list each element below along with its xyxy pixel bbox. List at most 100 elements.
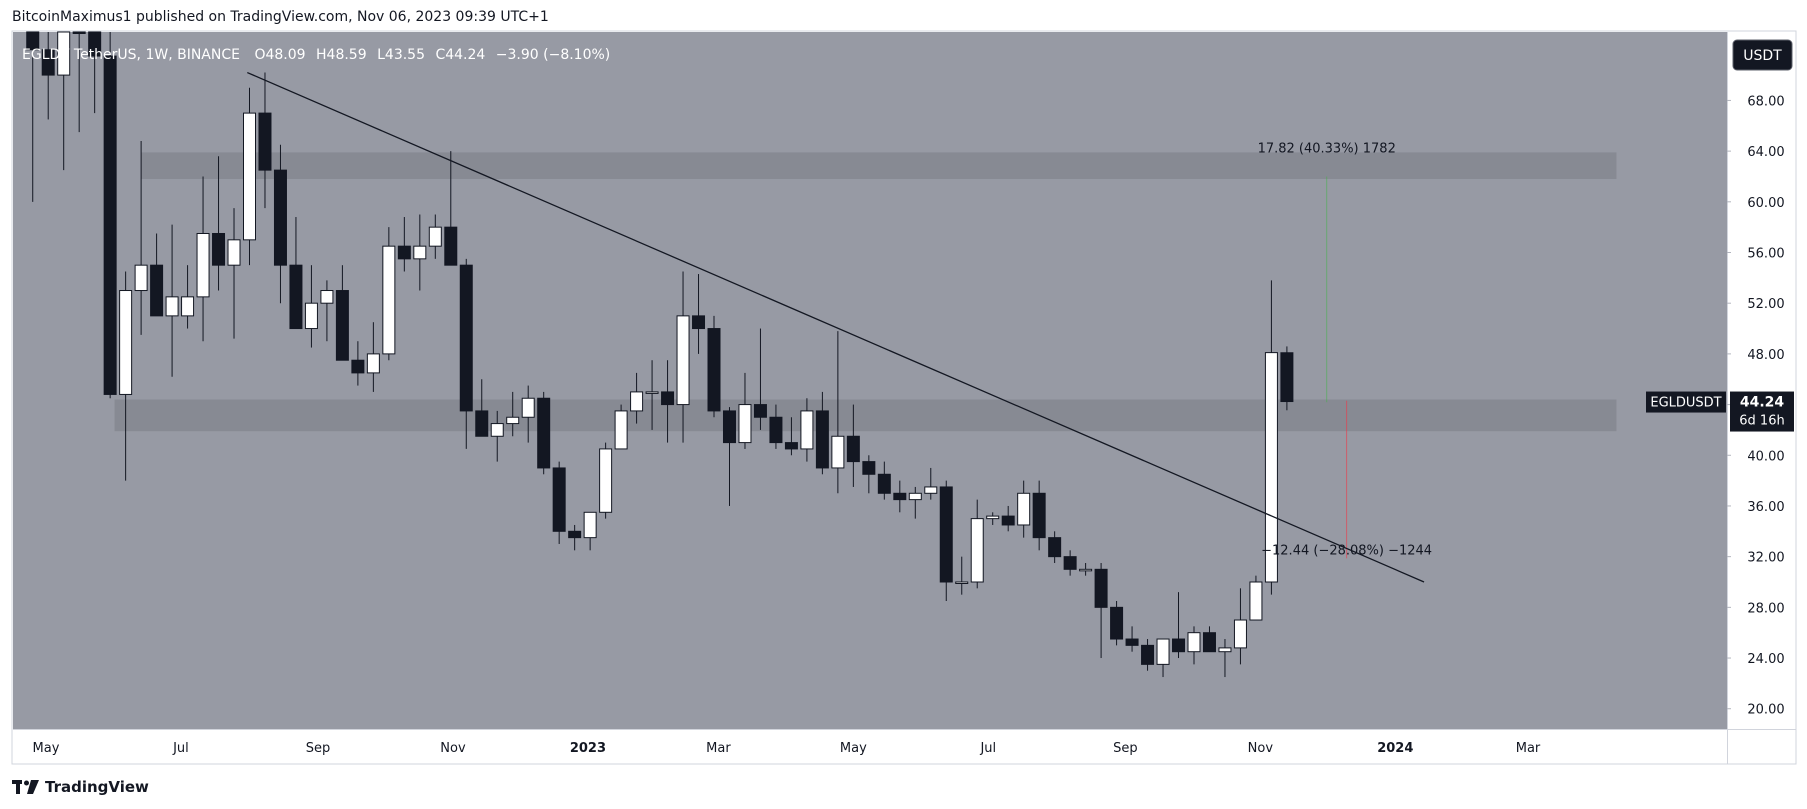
candle-body-73 (1156, 638, 1170, 665)
price-tick-label-0: 20.00 (1747, 703, 1784, 718)
candle-body-40 (645, 391, 659, 394)
price-tag: EGLDUSDT 44.24 6d 16h (1646, 391, 1794, 432)
candle-body-2 (57, 31, 71, 76)
time-axis-area[interactable] (13, 730, 1727, 763)
candle-body-75 (1187, 632, 1201, 653)
candle-body-1 (41, 49, 55, 76)
candle-body-77 (1218, 647, 1232, 653)
time-label-6: May (840, 741, 867, 756)
candle-body-0 (26, 31, 40, 51)
tradingview-logo-icon (12, 780, 39, 794)
candle-body-23 (382, 245, 396, 355)
published-by-line: BitcoinMaximus1 published on TradingView… (12, 9, 549, 25)
candle-body-64 (1017, 492, 1031, 526)
candle-body-61 (970, 518, 984, 583)
candle-body-39 (630, 391, 644, 412)
candle-body-45 (722, 410, 736, 444)
price-tag-countdown: 6d 16h (1739, 414, 1784, 429)
price-tag-price: 44.24 (1740, 395, 1785, 411)
candle-body-30 (490, 423, 504, 437)
candle-body-53 (846, 435, 860, 463)
time-label-3: Nov (440, 741, 466, 756)
candle-body-66 (1048, 537, 1062, 558)
candle-body-9 (165, 296, 179, 317)
candle-body-56 (893, 492, 907, 501)
measurement-labels-layer: 17.82 (40.33%) 1782 −12.44 (−28.08%) −124… (1258, 141, 1433, 558)
candle-body-4 (88, 31, 102, 57)
candle-body-33 (537, 397, 551, 469)
measure-label-0: 17.82 (40.33%) 1782 (1258, 141, 1396, 156)
candle-body-72 (1141, 644, 1155, 665)
candle-body-7 (134, 264, 148, 292)
candle-body-11 (196, 232, 210, 298)
candle-body-22 (366, 353, 380, 374)
candle-body-20 (335, 290, 349, 361)
time-label-2: Sep (306, 741, 331, 756)
candle-body-29 (475, 410, 489, 437)
candle-body-19 (320, 290, 334, 304)
candles-layer (26, 31, 1294, 678)
candle-body-78 (1233, 619, 1247, 649)
candle-body-46 (738, 404, 752, 444)
low-label: L (377, 47, 385, 63)
candle-body-48 (769, 416, 783, 444)
plot-area[interactable] (13, 32, 1727, 729)
symbol-line: EGLD / TetherUS, 1W, BINANCE (22, 47, 240, 63)
candle-body-27 (444, 226, 458, 266)
time-label-7: Jul (979, 741, 996, 756)
candle-body-34 (552, 467, 566, 532)
candle-body-41 (661, 391, 675, 406)
candle-body-24 (397, 245, 411, 260)
currency-button[interactable]: USDT (1732, 39, 1793, 71)
trendline-layer (247, 71, 1425, 583)
candle-body-74 (1172, 638, 1186, 653)
time-label-8: Sep (1113, 741, 1138, 756)
candle-body-16 (273, 169, 287, 266)
candle-body-71 (1125, 638, 1139, 646)
high-label: H (316, 47, 327, 63)
low-value: 43.55 (385, 47, 425, 63)
price-axis-area[interactable] (1728, 32, 1795, 729)
candle-body-68 (1079, 568, 1093, 572)
time-label-10: 2024 (1377, 741, 1413, 756)
price-tick-label-1: 24.00 (1747, 652, 1784, 667)
price-tick-label-12: 68.00 (1747, 94, 1784, 109)
ohlc-legend: EGLD / TetherUS, 1W, BINANCE O48.09 H48.… (22, 47, 610, 63)
candle-body-35 (568, 530, 582, 539)
price-tick-label-10: 60.00 (1747, 196, 1784, 211)
candle-body-69 (1094, 568, 1108, 608)
footer-brand[interactable]: TradingView (12, 778, 149, 796)
candle-body-63 (1001, 515, 1015, 526)
time-label-5: Mar (706, 741, 731, 756)
svg-text:EGLD / TetherUS, 1W, BINANCE: EGLD / TetherUS, 1W, BINANCE O48.09 H48.… (22, 47, 610, 63)
candle-body-32 (521, 397, 535, 418)
time-label-1: Jul (172, 741, 189, 756)
time-label-0: May (33, 741, 60, 756)
time-label-9: Nov (1248, 741, 1274, 756)
open-value: 48.09 (265, 47, 305, 63)
candle-body-58 (924, 486, 938, 494)
candle-body-49 (784, 442, 798, 450)
price-tick-label-5: 40.00 (1747, 449, 1784, 464)
candle-body-51 (815, 410, 829, 469)
candle-body-13 (227, 239, 241, 266)
price-tick-label-8: 52.00 (1747, 297, 1784, 312)
tradingview-brand-text: TradingView (45, 778, 149, 796)
candle-body-15 (258, 112, 272, 171)
candle-body-25 (413, 245, 427, 260)
candle-body-31 (506, 416, 520, 425)
price-tick-label-11: 64.00 (1747, 145, 1784, 160)
candle-body-62 (986, 515, 1000, 520)
support-zone (114, 399, 1617, 432)
candle-body-54 (862, 461, 876, 475)
price-chart[interactable]: 17.82 (40.33%) 1782 −12.44 (−28.08%) −124… (0, 0, 1807, 770)
candle-body-42 (676, 315, 690, 406)
time-axis-ticks: May Jul Sep Nov 2023 Mar May Jul Sep Nov 2024 Mar (33, 741, 1541, 756)
candle-body-44 (707, 328, 721, 412)
candle-body-17 (289, 264, 303, 330)
measure-label-1: −12.44 (−28.08%) −1244 (1261, 543, 1432, 558)
candle-body-81 (1280, 352, 1294, 403)
candle-body-36 (583, 511, 597, 539)
candle-body-59 (939, 486, 953, 583)
price-tick-label-2: 28.00 (1747, 601, 1784, 616)
